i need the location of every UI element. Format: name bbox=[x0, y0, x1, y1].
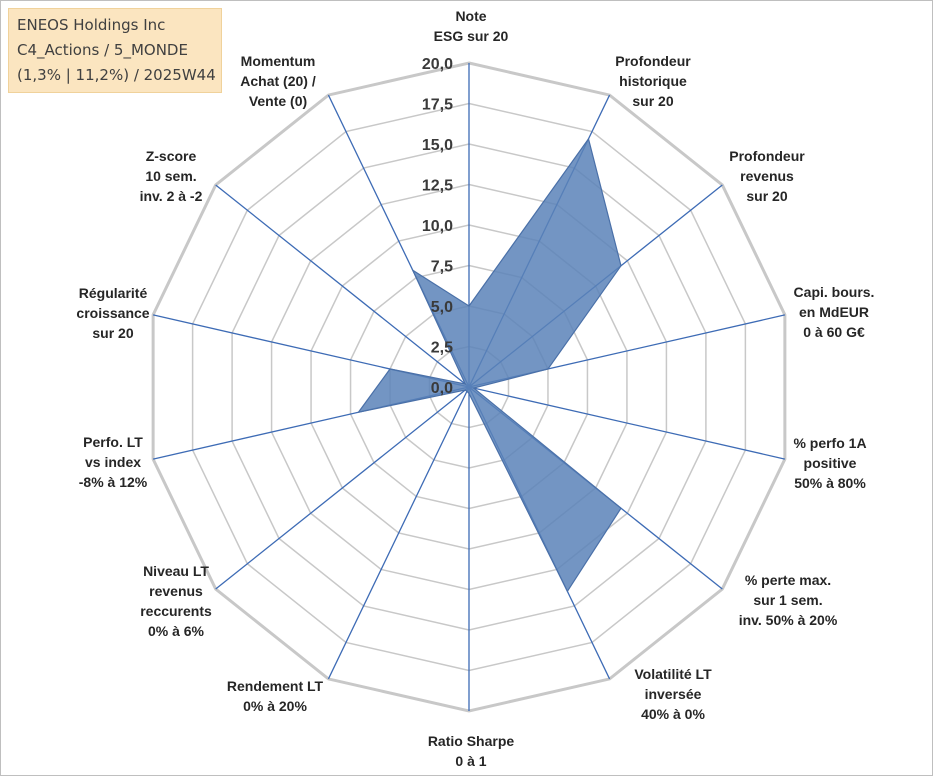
category-label-6-line-0: Volatilité LT bbox=[634, 666, 712, 682]
tick-label-1: 2,5 bbox=[431, 340, 453, 357]
category-label-7: Ratio Sharpe 0 à 1 bbox=[428, 733, 515, 769]
category-label-1-line-1: historique bbox=[619, 73, 687, 89]
tick-label-7: 17,5 bbox=[422, 97, 453, 114]
category-labels: Note ESG sur 20 Profondeur historique sur 20… bbox=[76, 8, 874, 769]
radial-tick-labels: 0,0 2,5 5,0 7,5 10,0 12,5 15,0 17,5 20,0 bbox=[422, 56, 453, 397]
category-label-2: Profondeur revenus sur 20 bbox=[729, 148, 805, 204]
category-label-6-line-1: inversée bbox=[645, 686, 702, 702]
category-label-8-line-1: 0% à 20% bbox=[243, 698, 307, 714]
category-label-9-line-0: Niveau LT bbox=[143, 563, 209, 579]
title-line-company: ENEOS Holdings Inc bbox=[17, 16, 166, 34]
category-label-9-line-1: revenus bbox=[149, 583, 203, 599]
tick-label-8: 20,0 bbox=[422, 56, 453, 73]
tick-label-5: 12,5 bbox=[422, 178, 453, 195]
chart-title-box: ENEOS Holdings Inc C4_Actions / 5_MONDE … bbox=[8, 8, 222, 93]
category-label-12-line-1: 10 sem. bbox=[145, 168, 196, 184]
category-label-3-line-0: Capi. bours. bbox=[794, 284, 875, 300]
category-label-5-line-0: % perte max. bbox=[745, 572, 831, 588]
category-label-12-line-0: Z-score bbox=[146, 148, 197, 164]
radar-series bbox=[357, 137, 622, 593]
category-label-8-line-0: Rendement LT bbox=[227, 678, 324, 694]
tick-label-4: 10,0 bbox=[422, 218, 453, 235]
spoke-12 bbox=[215, 184, 470, 388]
category-label-13-line-2: Vente (0) bbox=[249, 93, 307, 109]
category-label-5-line-2: inv. 50% à 20% bbox=[739, 612, 838, 628]
category-label-7-line-0: Ratio Sharpe bbox=[428, 733, 515, 749]
category-label-10-line-2: -8% à 12% bbox=[79, 474, 148, 490]
category-label-2-line-0: Profondeur bbox=[729, 148, 805, 164]
category-label-8: Rendement LT 0% à 20% bbox=[227, 678, 324, 714]
category-label-5: % perte max. sur 1 sem. inv. 50% à 20% bbox=[739, 572, 838, 628]
category-label-9-line-3: 0% à 6% bbox=[148, 623, 205, 639]
spoke-8 bbox=[327, 386, 470, 680]
category-label-10-line-0: Perfo. LT bbox=[83, 434, 143, 450]
category-label-5-line-1: sur 1 sem. bbox=[753, 592, 822, 608]
category-label-7-line-1: 0 à 1 bbox=[455, 753, 486, 769]
category-label-6: Volatilité LT inversée 40% à 0% bbox=[634, 666, 712, 722]
category-label-1-line-0: Profondeur bbox=[615, 53, 691, 69]
tick-label-0: 0,0 bbox=[431, 380, 453, 397]
title-line-period: (1,3% | 11,2%) / 2025W44 bbox=[17, 66, 216, 84]
category-label-0-line-0: Note bbox=[455, 8, 486, 24]
category-label-0: Note ESG sur 20 bbox=[434, 8, 509, 44]
category-label-2-line-1: revenus bbox=[740, 168, 794, 184]
spoke-9 bbox=[215, 386, 470, 590]
tick-label-3: 7,5 bbox=[431, 259, 453, 276]
spoke-4 bbox=[468, 386, 786, 460]
category-label-3-line-1: en MdEUR bbox=[799, 304, 869, 320]
category-label-3-line-2: 0 à 60 G€ bbox=[803, 324, 865, 340]
category-label-9: Niveau LT revenus reccurents 0% à 6% bbox=[140, 563, 212, 639]
category-label-11: Régularité croissance sur 20 bbox=[76, 285, 149, 341]
category-label-6-line-2: 40% à 0% bbox=[641, 706, 705, 722]
category-label-4: % perfo 1A positive 50% à 80% bbox=[793, 435, 866, 491]
category-label-4-line-2: 50% à 80% bbox=[794, 475, 866, 491]
category-label-4-line-0: % perfo 1A bbox=[793, 435, 866, 451]
category-label-2-line-2: sur 20 bbox=[746, 188, 787, 204]
category-label-11-line-0: Régularité bbox=[79, 285, 148, 301]
category-label-10: Perfo. LT vs index -8% à 12% bbox=[79, 434, 148, 490]
category-label-10-line-1: vs index bbox=[85, 454, 141, 470]
category-label-0-line-1: ESG sur 20 bbox=[434, 28, 509, 44]
category-label-13-line-1: Achat (20) / bbox=[240, 73, 316, 89]
category-label-11-line-1: croissance bbox=[76, 305, 149, 321]
category-label-1: Profondeur historique sur 20 bbox=[615, 53, 691, 109]
category-label-13: Momentum Achat (20) / Vente (0) bbox=[240, 53, 316, 109]
category-label-4-line-1: positive bbox=[804, 455, 857, 471]
category-label-13-line-0: Momentum bbox=[241, 53, 316, 69]
category-label-11-line-2: sur 20 bbox=[92, 325, 133, 341]
series-area bbox=[357, 137, 622, 593]
category-label-12-line-2: inv. 2 à -2 bbox=[140, 188, 203, 204]
category-label-9-line-2: reccurents bbox=[140, 603, 212, 619]
tick-label-6: 15,0 bbox=[422, 137, 453, 154]
category-label-1-line-2: sur 20 bbox=[632, 93, 673, 109]
tick-label-2: 5,0 bbox=[431, 299, 453, 316]
category-label-12: Z-score 10 sem. inv. 2 à -2 bbox=[140, 148, 203, 204]
title-line-category: C4_Actions / 5_MONDE bbox=[17, 41, 188, 59]
category-label-3: Capi. bours. en MdEUR 0 à 60 G€ bbox=[794, 284, 875, 340]
